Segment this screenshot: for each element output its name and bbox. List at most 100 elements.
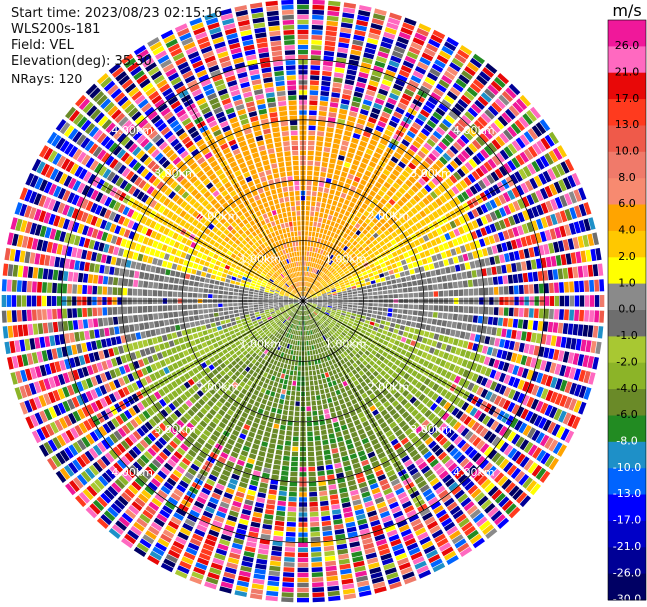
gate-cell bbox=[383, 325, 390, 331]
gate-cell bbox=[345, 262, 351, 267]
gate-cell bbox=[367, 249, 373, 255]
gate-cell bbox=[361, 104, 371, 111]
gate-cell bbox=[293, 370, 297, 376]
gate-cell bbox=[428, 380, 435, 389]
gate-cell bbox=[316, 307, 321, 311]
gate-cell bbox=[378, 46, 391, 54]
gate-cell bbox=[322, 250, 327, 256]
gate-cell bbox=[529, 412, 538, 425]
gate-cell bbox=[57, 402, 67, 415]
gate-cell bbox=[414, 560, 427, 570]
gate-cell bbox=[455, 182, 464, 192]
gate-cell bbox=[350, 106, 359, 113]
gate-cell bbox=[503, 307, 509, 316]
gate-cell bbox=[250, 521, 261, 528]
gate-cell bbox=[342, 408, 349, 415]
gate-cell bbox=[290, 471, 298, 477]
gate-cell bbox=[442, 426, 451, 435]
gate-cell bbox=[407, 367, 414, 375]
gate-cell bbox=[254, 401, 260, 408]
gate-cell bbox=[223, 524, 235, 532]
gate-cell bbox=[482, 415, 491, 425]
gate-cell bbox=[513, 341, 520, 352]
gate-cell bbox=[423, 545, 436, 555]
gate-cell bbox=[288, 359, 292, 365]
gate-cell bbox=[332, 263, 337, 268]
gate-cell bbox=[266, 351, 272, 357]
gate-cell bbox=[377, 202, 384, 209]
gate-cell bbox=[209, 388, 216, 395]
gate-cell bbox=[335, 206, 341, 213]
gate-cell bbox=[296, 309, 299, 314]
gate-cell bbox=[543, 243, 550, 255]
gate-cell bbox=[291, 360, 295, 366]
gate-cell bbox=[466, 323, 472, 332]
gate-cell bbox=[430, 558, 443, 568]
gate-cell bbox=[464, 350, 471, 359]
gate-cell bbox=[397, 433, 406, 441]
gate-cell bbox=[345, 348, 351, 354]
gate-cell bbox=[429, 525, 441, 535]
gate-cell bbox=[472, 436, 482, 447]
gate-cell bbox=[518, 168, 528, 180]
gate-cell bbox=[510, 352, 518, 363]
gate-cell bbox=[264, 462, 272, 469]
gate-cell bbox=[252, 320, 258, 325]
gate-cell bbox=[571, 172, 581, 186]
gate-cell bbox=[401, 139, 410, 147]
gate-cell bbox=[424, 184, 432, 193]
gate-cell bbox=[448, 290, 454, 297]
gate-cell bbox=[318, 271, 323, 276]
gate-cell bbox=[156, 513, 168, 523]
gate-cell bbox=[550, 213, 558, 226]
gate-cell bbox=[279, 340, 284, 346]
gate-cell bbox=[152, 546, 165, 557]
gate-cell bbox=[460, 94, 472, 105]
gate-cell bbox=[322, 274, 327, 279]
gate-cell bbox=[158, 437, 167, 446]
gate-cell bbox=[184, 390, 192, 398]
gate-cell bbox=[364, 218, 371, 225]
gate-cell bbox=[459, 331, 466, 339]
gate-cell bbox=[316, 306, 321, 310]
gate-cell bbox=[305, 386, 310, 391]
gate-cell bbox=[361, 157, 370, 165]
gate-cell bbox=[498, 207, 507, 217]
gate-cell bbox=[483, 356, 491, 366]
gate-cell bbox=[511, 404, 520, 415]
gate-cell bbox=[296, 304, 300, 308]
gate-cell bbox=[358, 5, 372, 12]
gate-cell bbox=[380, 370, 387, 377]
gate-cell bbox=[290, 350, 294, 355]
gate-cell bbox=[293, 314, 297, 319]
gate-cell bbox=[431, 201, 439, 209]
gate-cell bbox=[382, 351, 388, 358]
gate-cell bbox=[249, 526, 260, 533]
gate-cell bbox=[265, 509, 275, 515]
gate-cell bbox=[326, 291, 332, 294]
gate-cell bbox=[271, 545, 283, 552]
gate-cell bbox=[306, 201, 311, 206]
gate-cell bbox=[479, 427, 489, 438]
gate-cell bbox=[398, 420, 407, 428]
gate-cell bbox=[345, 282, 350, 286]
gate-cell bbox=[372, 378, 379, 385]
gate-cell bbox=[518, 422, 528, 434]
gate-cell bbox=[321, 520, 332, 527]
gate-cell bbox=[313, 425, 320, 431]
gate-cell bbox=[340, 403, 347, 410]
gate-cell bbox=[342, 380, 348, 387]
gate-cell bbox=[480, 388, 489, 399]
gate-cell bbox=[390, 322, 396, 328]
gate-cell bbox=[193, 459, 203, 468]
gate-cell bbox=[92, 499, 105, 512]
gate-cell bbox=[279, 306, 284, 310]
gate-cell bbox=[251, 365, 257, 371]
gate-cell bbox=[417, 286, 423, 292]
gate-cell bbox=[303, 291, 305, 296]
gate-cell bbox=[489, 223, 497, 233]
gate-cell bbox=[457, 439, 467, 449]
gate-cell bbox=[335, 431, 342, 438]
gate-cell bbox=[124, 452, 135, 463]
gate-cell bbox=[246, 403, 253, 410]
